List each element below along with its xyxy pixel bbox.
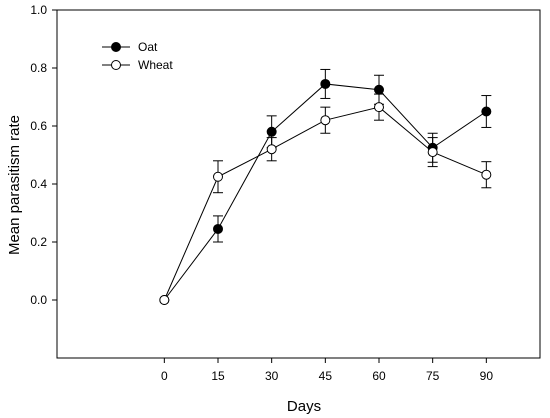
x-tick-label: 30 xyxy=(265,369,279,383)
data-point xyxy=(374,84,384,95)
data-point xyxy=(213,223,223,234)
x-tick-label: 90 xyxy=(480,369,494,383)
data-point xyxy=(266,144,277,155)
data-point xyxy=(481,169,492,180)
data-point xyxy=(213,171,223,182)
series-wheat xyxy=(159,93,492,305)
legend-label: Wheat xyxy=(138,58,173,72)
series-layer xyxy=(159,68,492,305)
data-point xyxy=(159,295,170,305)
y-axis-label: Mean parasitism rate xyxy=(6,115,23,255)
data-point xyxy=(266,126,277,137)
y-tick-label: 0.8 xyxy=(30,61,47,75)
data-point xyxy=(320,115,331,126)
y-tick-label: 0.4 xyxy=(30,177,47,191)
legend-marker xyxy=(111,60,121,70)
legend: Oat Wheat xyxy=(102,40,173,72)
data-point xyxy=(320,78,331,89)
x-tick-label: 60 xyxy=(372,369,386,383)
data-point xyxy=(481,106,492,117)
y-tick-label: 0.6 xyxy=(30,119,47,133)
legend-marker xyxy=(111,42,121,52)
x-tick-label: 75 xyxy=(426,369,440,383)
x-tick-label: 45 xyxy=(319,369,333,383)
x-tick-label: 0 xyxy=(161,369,168,383)
y-tick-label: 0.0 xyxy=(30,293,47,307)
y-tick-label: 1.0 xyxy=(30,3,47,17)
axis-ticks: 0 15 30 45 60 75 90 0.0 0.2 0.4 0.6 0.8 1.0 xyxy=(30,3,493,383)
data-point xyxy=(374,102,384,113)
legend-label: Oat xyxy=(138,40,158,54)
data-point xyxy=(427,147,438,158)
x-tick-label: 15 xyxy=(211,369,225,383)
y-tick-label: 0.2 xyxy=(30,235,47,249)
x-axis-label: Days xyxy=(287,398,321,415)
